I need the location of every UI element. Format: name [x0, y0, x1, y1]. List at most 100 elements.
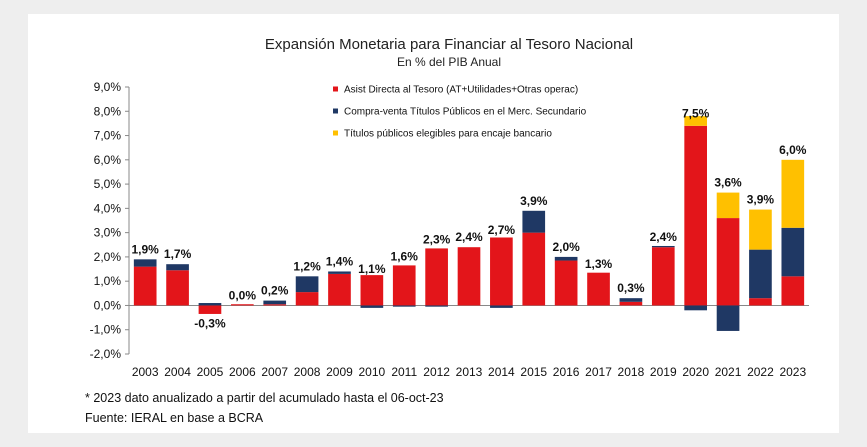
bar-segment-1: [295, 292, 319, 306]
x-tick-label: 2017: [585, 365, 612, 379]
bar-segment-1: [716, 218, 740, 306]
bar-segment-3: [716, 192, 740, 219]
axes: -2,0% -1,0% 0,0% 1,0% 2,0% 3,0% 4,0% 5,0% 6,0% 7,…: [90, 80, 809, 379]
bar-segment-1: [619, 301, 643, 306]
y-tick-label: 1,0%: [94, 274, 122, 288]
x-tick-label: 2005: [197, 365, 224, 379]
data-label: 2,0%: [552, 240, 580, 254]
legend-swatch: [333, 130, 338, 136]
bar-segment-1: [166, 270, 189, 306]
bar-segment-2: [425, 305, 448, 307]
data-label: 1,7%: [164, 247, 192, 261]
x-tick-label: 2003: [132, 365, 159, 379]
bar-segment-1: [554, 260, 578, 306]
data-label: 2,7%: [488, 223, 516, 237]
bar-segment-2: [554, 256, 578, 261]
x-tick-label: 2008: [294, 365, 321, 379]
legend-swatch: [333, 86, 338, 92]
bar-segment-1: [651, 247, 675, 306]
bar-segment-2: [522, 210, 546, 233]
bar-segment-2: [749, 249, 772, 299]
footnote: * 2023 dato anualizado a partir del acum…: [85, 391, 444, 405]
data-label: 1,2%: [293, 259, 321, 273]
bar-segment-1: [587, 272, 610, 306]
data-label: 3,9%: [520, 194, 548, 208]
x-tick-label: 2018: [618, 365, 645, 379]
data-label: 2,4%: [455, 230, 483, 244]
x-tick-label: 2007: [261, 365, 288, 379]
bar-segment-1: [328, 273, 351, 306]
source-note: Fuente: IERAL en base a BCRA: [85, 411, 264, 425]
bar-segment-2: [198, 303, 222, 306]
bar-segment-1: [198, 305, 222, 314]
bar-segment-1: [425, 248, 448, 306]
bar-segment-2: [490, 305, 513, 308]
data-label: 3,9%: [747, 193, 775, 207]
data-label: 2,3%: [423, 233, 451, 247]
chart-frame: Expansión Monetaria para Financiar al Te…: [28, 14, 839, 433]
x-tick-label: 2014: [488, 365, 515, 379]
bar-segment-2: [295, 276, 319, 293]
legend-entry: Títulos públicos elegibles para encaje b…: [344, 129, 552, 140]
bar-segment-1: [749, 298, 772, 306]
x-tick-label: 2009: [326, 365, 353, 379]
bar-segment-1: [263, 304, 287, 306]
bar-segment-1: [392, 265, 416, 306]
bar-segment-1: [231, 304, 254, 306]
bar-segment-2: [328, 271, 351, 274]
legend: Asist Directa al Tesoro (AT+Utilidades+O…: [333, 85, 587, 140]
data-label: 6,0%: [779, 143, 807, 157]
bar-segment-2: [133, 259, 157, 267]
y-tick-label: -1,0%: [90, 323, 122, 337]
bar-segment-1: [457, 247, 481, 306]
x-tick-label: 2011: [391, 365, 417, 379]
y-tick-label: 4,0%: [94, 201, 122, 215]
data-label: 2,4%: [650, 230, 678, 244]
data-label: 0,2%: [261, 284, 289, 298]
x-tick-label: 2010: [359, 365, 386, 379]
bars: [133, 116, 805, 331]
legend-swatch: [333, 108, 338, 114]
legend-entry: Compra-venta Títulos Públicos en el Merc…: [344, 107, 587, 118]
legend-entry: Asist Directa al Tesoro (AT+Utilidades+O…: [344, 85, 578, 96]
bar-segment-2: [392, 305, 416, 307]
bar-segment-2: [619, 298, 643, 302]
bar-segment-3: [749, 209, 772, 250]
bar-segment-1: [684, 125, 707, 306]
x-tick-label: 2016: [553, 365, 580, 379]
data-label: 1,9%: [132, 242, 160, 256]
x-tick-label: 2023: [779, 365, 806, 379]
x-tick-label: 2012: [423, 365, 450, 379]
data-label: 1,1%: [358, 262, 386, 276]
data-label: 1,3%: [585, 257, 613, 271]
data-labels: 1,9% 1,7% -0,3% 0,0% 0,2% 1,2% 1,4% 1,1% 1,6% 2,3…: [132, 106, 807, 330]
bar-segment-2: [716, 305, 740, 331]
x-tick-label: 2006: [229, 365, 256, 379]
y-tick-label: 6,0%: [94, 153, 122, 167]
y-tick-label: 7,0%: [94, 129, 122, 143]
bar-segment-2: [651, 245, 675, 248]
chart-subtitle: En % del PIB Anual: [397, 55, 501, 69]
x-tick-label: 2021: [715, 365, 742, 379]
data-label: 0,0%: [229, 288, 257, 302]
bar-segment-1: [133, 266, 157, 306]
y-tick-label: 0,0%: [94, 298, 122, 312]
y-tick-label: 8,0%: [94, 104, 122, 118]
bar-segment-1: [360, 275, 384, 306]
y-tick-label: 9,0%: [94, 80, 122, 94]
x-tick-label: 2013: [456, 365, 483, 379]
bar-segment-3: [684, 116, 707, 126]
bar-segment-1: [522, 232, 546, 306]
data-label: 1,6%: [391, 250, 419, 264]
bar-segment-1: [490, 237, 513, 306]
bar-segment-2: [360, 305, 384, 308]
data-label: 7,5%: [682, 106, 710, 120]
bar-segment-2: [166, 264, 189, 271]
bar-segment-2: [263, 300, 287, 305]
data-label: -0,3%: [194, 317, 226, 331]
bar-segment-2: [781, 227, 805, 277]
x-tick-label: 2020: [682, 365, 709, 379]
y-tick-label: 3,0%: [94, 226, 122, 240]
y-tick-label: -2,0%: [90, 347, 122, 361]
data-label: 1,4%: [326, 254, 354, 268]
